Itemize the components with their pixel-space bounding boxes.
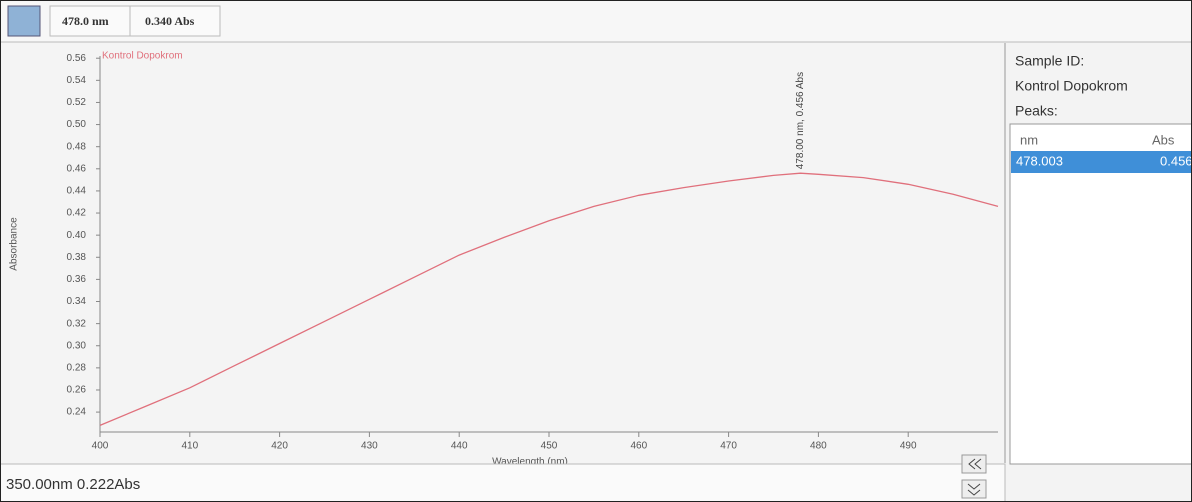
page: 478.0 nm 0.340 Abs Absorbance Wavelength… [0,0,1192,502]
y-tick-label: 0.30 [67,340,87,351]
table-cell: 0.456 [1160,153,1192,168]
y-tick-label: 0.56 [67,53,87,64]
sample-id: Kontrol Dopokrom [1015,78,1128,94]
peaks-table [1010,124,1192,464]
y-tick-label: 0.50 [67,119,87,130]
toolbar-wavelength: 478.0 nm [62,14,109,28]
table-cell: 478.003 [1016,153,1063,168]
y-tick-label: 0.24 [67,407,87,418]
y-tick-label: 0.42 [67,208,87,219]
y-tick-label: 0.52 [67,97,87,108]
y-tick-label: 0.44 [67,186,87,197]
status-bar [0,464,1005,502]
y-tick-label: 0.26 [67,385,87,396]
x-tick-label: 400 [92,441,109,452]
x-tick-label: 420 [271,441,288,452]
peaks-label: Peaks: [1015,103,1058,119]
x-tick-label: 470 [720,441,737,452]
toolbar-absorbance: 0.340 Abs [145,14,195,28]
screen: 478.0 nm 0.340 Abs Absorbance Wavelength… [0,0,1192,502]
toolbar-icon[interactable] [8,6,40,36]
x-tick-label: 410 [181,441,198,452]
table-header: nm [1020,132,1038,147]
legend-entry: Kontrol Dopokrom [102,51,183,62]
y-tick-label: 0.48 [67,141,87,152]
sample-id-label: Sample ID: [1015,53,1084,69]
y-tick-label: 0.46 [67,163,87,174]
x-tick-label: 490 [900,441,917,452]
x-tick-label: 430 [361,441,378,452]
y-tick-label: 0.36 [67,274,87,285]
y-tick-label: 0.32 [67,318,87,329]
chart-panel [0,43,1005,463]
x-tick-label: 460 [630,441,647,452]
y-axis-label: Absorbance [9,217,20,271]
x-tick-label: 450 [541,441,558,452]
x-tick-label: 440 [451,441,468,452]
table-header: Abs [1152,132,1175,147]
status-text: 350.00nm 0.222Abs [6,476,140,493]
y-tick-label: 0.38 [67,252,87,263]
collapse-button[interactable] [962,455,986,473]
x-tick-label: 480 [810,441,827,452]
y-tick-label: 0.34 [67,296,87,307]
peak-annotation: 478.00 nm, 0.456 Abs [795,72,806,169]
y-tick-label: 0.54 [67,75,87,86]
y-tick-label: 0.28 [67,362,87,373]
y-tick-label: 0.40 [67,230,87,241]
